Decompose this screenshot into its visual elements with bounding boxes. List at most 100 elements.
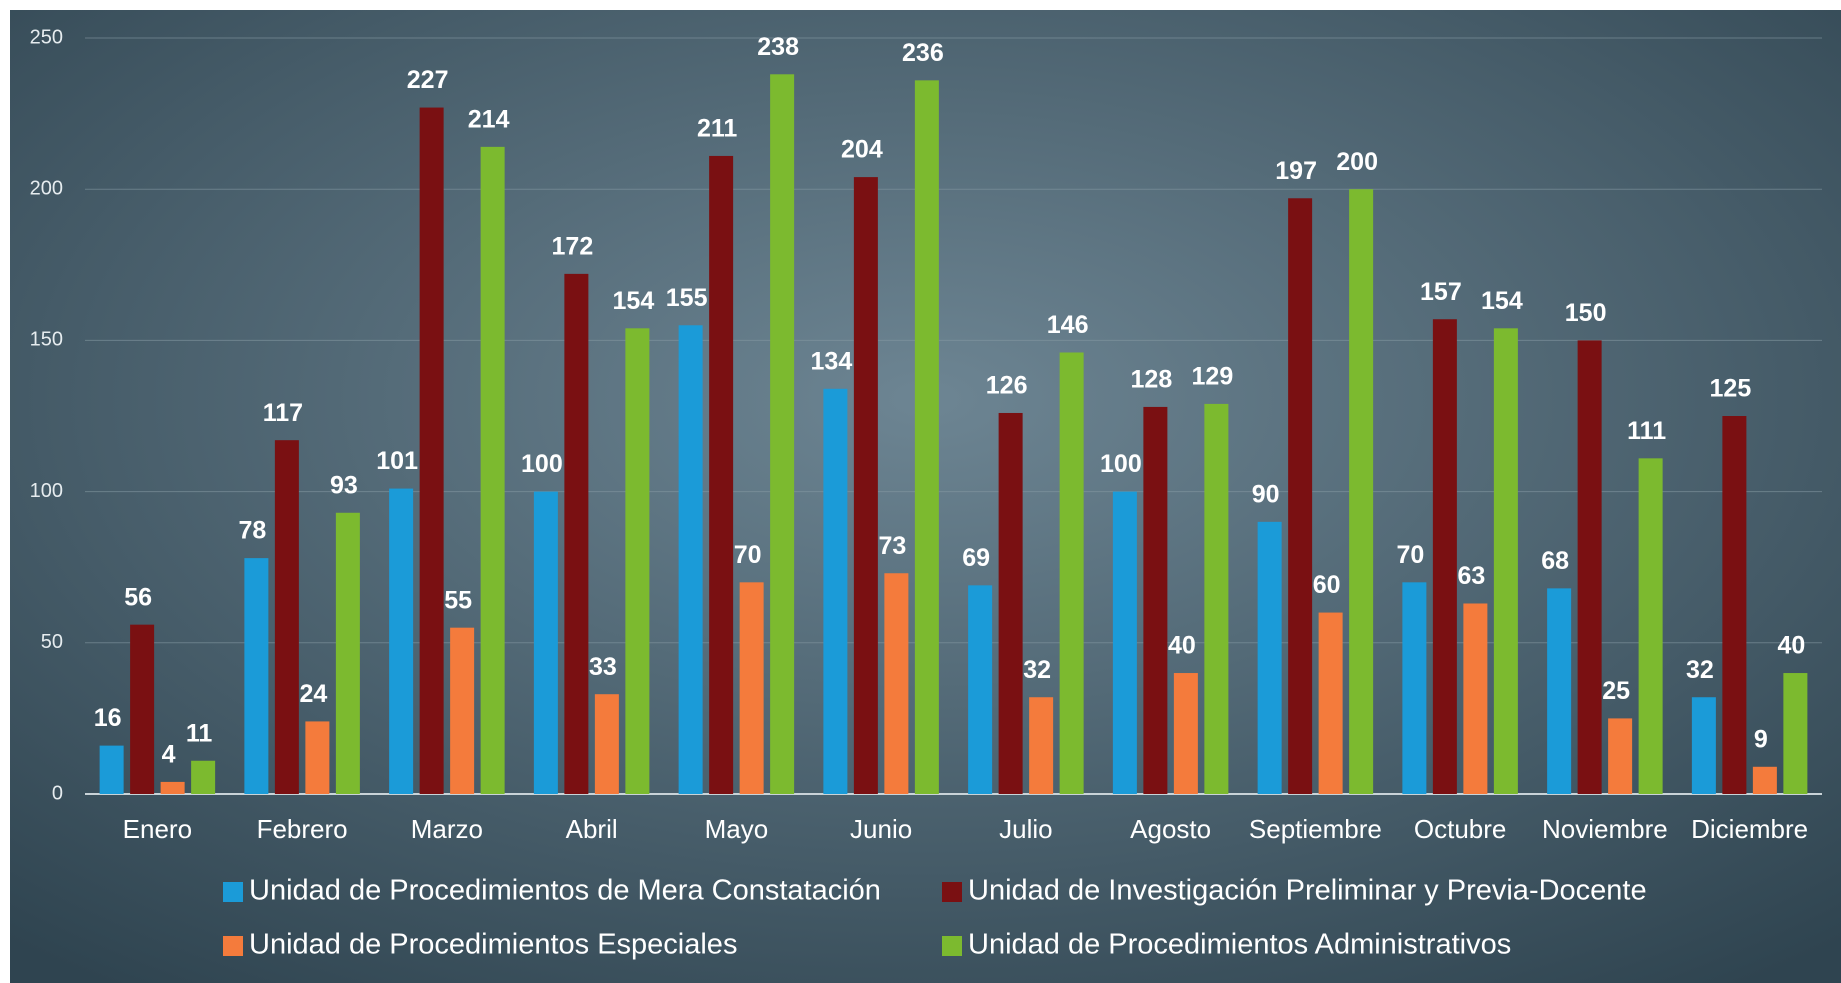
bar bbox=[274, 440, 299, 794]
bar bbox=[1318, 612, 1343, 794]
value-label: 238 bbox=[757, 33, 799, 61]
value-label: 197 bbox=[1275, 157, 1317, 185]
bar bbox=[998, 412, 1023, 794]
value-label: 100 bbox=[1100, 450, 1142, 478]
bar bbox=[1691, 697, 1716, 794]
value-label: 214 bbox=[468, 105, 510, 133]
bar bbox=[1143, 406, 1168, 794]
legend-label: Unidad de Procedimientos de Mera Constat… bbox=[249, 875, 881, 907]
bar bbox=[1112, 491, 1137, 794]
bar bbox=[1722, 416, 1747, 794]
value-label: 117 bbox=[263, 399, 303, 427]
bar bbox=[1577, 340, 1602, 794]
value-label: 56 bbox=[124, 583, 152, 611]
y-tick-label: 0 bbox=[52, 782, 63, 804]
value-label: 4 bbox=[162, 741, 176, 769]
legend-swatch bbox=[942, 936, 962, 956]
bar bbox=[914, 80, 939, 794]
value-label: 125 bbox=[1710, 375, 1752, 403]
bar bbox=[968, 585, 993, 794]
value-label: 157 bbox=[1420, 278, 1462, 306]
value-label: 154 bbox=[1481, 287, 1523, 315]
value-label: 78 bbox=[238, 517, 266, 545]
legend-swatch bbox=[223, 936, 243, 956]
x-tick-label: Noviembre bbox=[1542, 814, 1668, 844]
x-tick-label: Marzo bbox=[411, 814, 483, 844]
bar bbox=[1493, 328, 1518, 794]
value-label: 16 bbox=[94, 704, 122, 732]
bar bbox=[770, 74, 795, 794]
legend-label: Unidad de Procedimientos Especiales bbox=[249, 929, 737, 961]
legend-swatch bbox=[223, 882, 243, 902]
bar bbox=[419, 107, 444, 794]
x-tick-label: Octubre bbox=[1414, 814, 1507, 844]
value-label: 9 bbox=[1754, 725, 1768, 753]
y-tick-label: 50 bbox=[41, 631, 63, 653]
bar bbox=[1638, 458, 1663, 794]
value-label: 129 bbox=[1192, 363, 1234, 391]
bar bbox=[480, 146, 505, 794]
bar bbox=[1029, 697, 1054, 794]
value-label: 11 bbox=[186, 719, 213, 747]
bar bbox=[1349, 189, 1374, 794]
value-label: 111 bbox=[1627, 417, 1666, 445]
bar bbox=[1059, 352, 1084, 794]
bar bbox=[335, 512, 360, 794]
bar bbox=[130, 624, 155, 794]
legend-label: Unidad de Investigación Preliminar y Pre… bbox=[968, 875, 1647, 907]
value-label: 55 bbox=[444, 586, 472, 614]
x-tick-label: Diciembre bbox=[1691, 814, 1808, 844]
bar bbox=[1783, 673, 1808, 794]
value-label: 128 bbox=[1131, 366, 1173, 394]
x-tick-label: Febrero bbox=[257, 814, 348, 844]
x-tick-label: Septiembre bbox=[1249, 814, 1382, 844]
x-tick-label: Junio bbox=[850, 814, 912, 844]
bar bbox=[625, 328, 650, 794]
value-label: 204 bbox=[841, 136, 883, 164]
bar bbox=[1608, 718, 1633, 794]
bar bbox=[191, 760, 216, 794]
bar bbox=[1173, 673, 1198, 794]
bar bbox=[305, 721, 330, 794]
bar bbox=[1547, 588, 1572, 794]
value-label: 172 bbox=[552, 232, 594, 260]
value-label: 155 bbox=[666, 284, 708, 312]
value-label: 236 bbox=[902, 39, 944, 67]
value-label: 200 bbox=[1336, 148, 1378, 176]
bar bbox=[884, 573, 909, 794]
value-label: 100 bbox=[521, 450, 563, 478]
value-label: 70 bbox=[734, 541, 762, 569]
bar bbox=[739, 582, 764, 794]
value-label: 60 bbox=[1313, 571, 1341, 599]
x-tick-label: Mayo bbox=[705, 814, 769, 844]
y-tick-label: 100 bbox=[30, 480, 63, 502]
legend-label: Unidad de Procedimientos Administrativos bbox=[968, 929, 1511, 961]
bar bbox=[1402, 582, 1427, 794]
x-tick-label: Agosto bbox=[1130, 814, 1211, 844]
bar bbox=[533, 491, 558, 794]
value-label: 63 bbox=[1457, 562, 1485, 590]
value-label: 32 bbox=[1686, 656, 1714, 684]
value-label: 154 bbox=[613, 287, 655, 315]
value-label: 90 bbox=[1252, 480, 1280, 508]
x-tick-label: Julio bbox=[999, 814, 1052, 844]
bar bbox=[1463, 603, 1488, 794]
value-label: 93 bbox=[330, 471, 358, 499]
x-tick-label: Enero bbox=[123, 814, 192, 844]
y-tick-label: 250 bbox=[30, 26, 63, 48]
bar bbox=[99, 745, 124, 794]
value-label: 32 bbox=[1023, 656, 1051, 684]
legend-swatch bbox=[942, 882, 962, 902]
value-label: 150 bbox=[1565, 299, 1607, 327]
value-label: 33 bbox=[589, 653, 617, 681]
bar bbox=[1752, 766, 1777, 794]
x-tick-label: Abril bbox=[566, 814, 618, 844]
bar bbox=[450, 627, 475, 794]
bar bbox=[678, 325, 703, 794]
bar bbox=[1257, 521, 1282, 794]
bar bbox=[853, 177, 878, 794]
bar bbox=[1204, 403, 1229, 794]
bar bbox=[564, 273, 589, 794]
bar bbox=[160, 781, 185, 794]
